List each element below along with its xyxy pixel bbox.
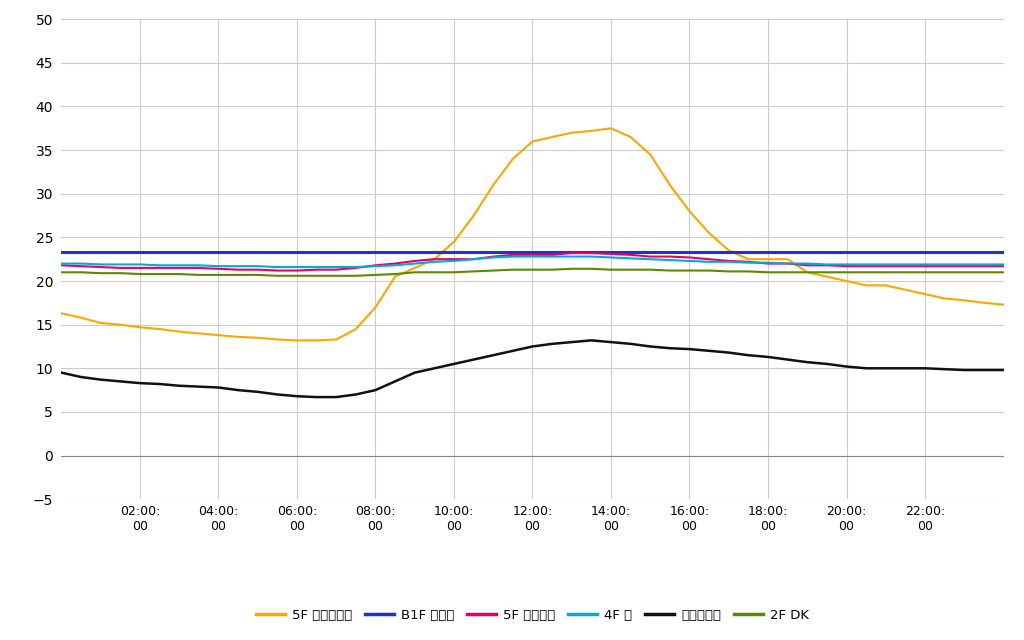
Legend: 5F アトリウム, B1F 設計室, 5F 打合せ室, 4F 室, 外部・木陰, 2F DK: 5F アトリウム, B1F 設計室, 5F 打合せ室, 4F 室, 外部・木陰,… [251, 604, 814, 627]
